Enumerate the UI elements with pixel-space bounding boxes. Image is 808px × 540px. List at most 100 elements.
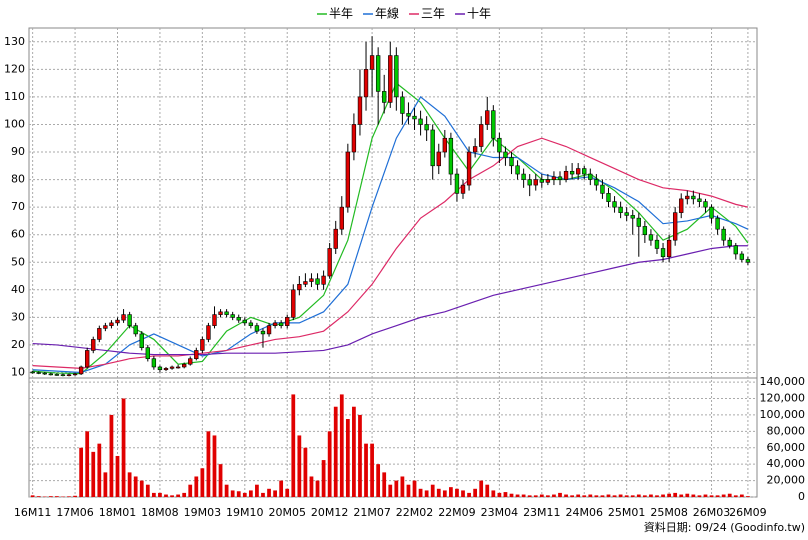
candle-body <box>618 206 623 213</box>
volume-tick-label: 100,000 <box>760 408 806 421</box>
volume-bar <box>636 494 641 497</box>
x-tick-label: 23M11 <box>523 506 561 519</box>
legend-label: 十年 <box>467 7 491 21</box>
volume-bar <box>345 419 350 497</box>
y-tick-label: 80 <box>11 173 25 186</box>
candle-body <box>412 115 417 120</box>
volume-bar <box>527 495 532 497</box>
candle-body <box>78 366 84 375</box>
volume-bar <box>685 493 690 497</box>
x-tick-label: 25M01 <box>608 506 646 519</box>
candle-body <box>588 173 593 180</box>
volume-bar <box>455 488 459 497</box>
candle-body <box>303 281 308 285</box>
candle-body <box>54 374 60 376</box>
volume-bar <box>624 495 629 497</box>
candle-body <box>48 373 54 376</box>
y-tick-label: 70 <box>11 200 25 213</box>
candle-body <box>36 372 41 374</box>
candle-body <box>163 368 169 371</box>
y-tick-label: 30 <box>11 310 25 323</box>
x-tick-label: 22M09 <box>438 506 476 519</box>
legend-label: 半年 <box>329 7 353 21</box>
candle-body <box>254 325 260 332</box>
y-tick-label: 120 <box>4 62 25 75</box>
volume-bar <box>509 493 514 497</box>
volume-bar <box>715 495 720 497</box>
candle-body <box>333 228 338 249</box>
candle-body <box>624 212 629 216</box>
candle-body <box>539 179 544 183</box>
volume-bar <box>200 468 205 497</box>
volume-bar <box>133 476 138 497</box>
candle-body <box>448 137 454 175</box>
x-tick-label: 20M05 <box>268 506 306 519</box>
volume-bar <box>370 443 374 497</box>
candle-body <box>630 215 635 219</box>
volume-bar <box>151 492 156 497</box>
volume-bar <box>479 480 484 497</box>
candle-body <box>685 195 690 200</box>
candle-body <box>739 253 745 260</box>
volume-bar <box>430 484 435 497</box>
candle-body <box>485 110 490 125</box>
candle-body <box>509 157 514 167</box>
x-tick-label: 19M10 <box>226 506 264 519</box>
candle-body <box>642 226 648 235</box>
candle-body <box>424 124 429 131</box>
x-tick-label: 21M07 <box>353 506 391 519</box>
volume-bar <box>709 495 714 497</box>
volume-bar <box>236 491 241 497</box>
candle-body <box>139 333 144 348</box>
candle-body <box>236 317 241 321</box>
candle-body <box>406 113 411 117</box>
candle-body <box>145 347 150 360</box>
volume-tick-label: 40,000 <box>767 457 806 470</box>
candle-body <box>321 275 326 285</box>
x-tick-label: 22M02 <box>396 506 434 519</box>
candle-body <box>248 322 254 326</box>
volume-bar <box>418 488 423 497</box>
candle-body <box>200 339 205 351</box>
volume-bar <box>364 443 368 497</box>
candle-body <box>266 325 272 335</box>
volume-bar <box>400 476 405 497</box>
candle-body <box>563 171 569 180</box>
volume-bar <box>309 476 314 497</box>
volume-bar <box>521 494 526 497</box>
candle-body <box>375 55 381 92</box>
volume-bar <box>642 495 647 497</box>
volume-bar <box>206 431 211 497</box>
candle-body <box>291 289 296 318</box>
volume-bar <box>297 435 302 497</box>
candle-body <box>436 151 441 167</box>
volume-bar <box>158 492 162 497</box>
candle-body <box>181 363 187 368</box>
volume-bar <box>358 414 362 497</box>
candle-body <box>527 179 532 186</box>
candle-body <box>272 322 278 326</box>
volume-bar <box>697 495 702 497</box>
candle-body <box>285 317 290 326</box>
volume-tick-label: 80,000 <box>767 424 806 437</box>
volume-tick-label: 140,000 <box>760 375 806 388</box>
volume-bar <box>406 484 411 497</box>
volume-bar <box>127 472 132 497</box>
candle-body <box>557 176 563 180</box>
candle-body <box>442 137 448 153</box>
volume-bar <box>739 494 744 497</box>
candle-body <box>230 314 235 318</box>
candle-body <box>30 371 35 374</box>
volume-bar <box>85 431 90 497</box>
candle-body <box>454 173 460 194</box>
candle-body <box>103 325 108 329</box>
volume-bar <box>442 490 447 497</box>
volume-tick-label: 20,000 <box>767 474 806 487</box>
volume-bar <box>255 484 259 497</box>
candle-body <box>157 366 163 371</box>
volume-bar <box>279 480 284 497</box>
x-tick-label: 18M01 <box>99 506 137 519</box>
volume-bar <box>327 431 332 497</box>
candle-body <box>497 137 502 153</box>
volume-bar <box>436 488 441 497</box>
